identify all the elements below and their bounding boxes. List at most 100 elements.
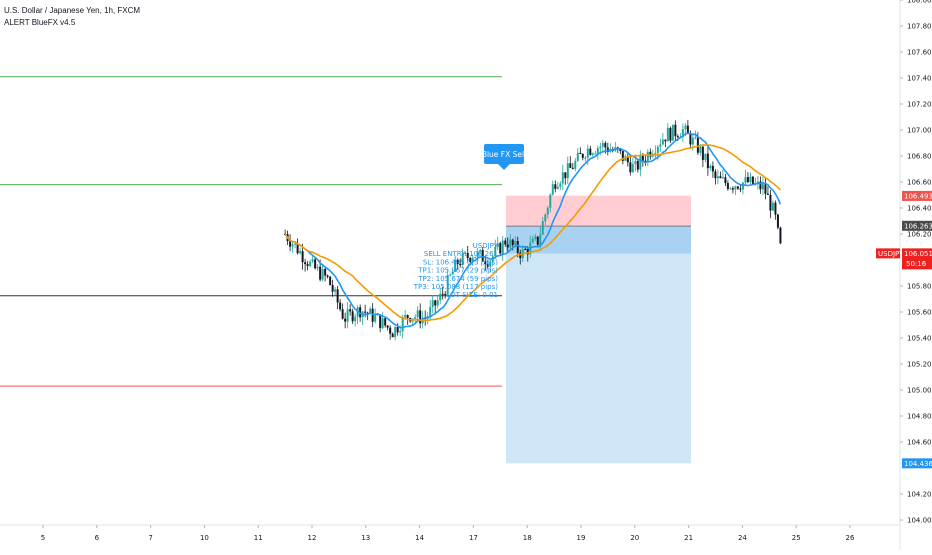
time-tick-label: 12	[308, 534, 317, 542]
candle-body	[644, 160, 647, 162]
candle-body	[289, 241, 292, 247]
candle-body	[434, 300, 437, 306]
candle-body	[386, 325, 389, 328]
candle-body	[746, 177, 749, 183]
candle-body	[526, 249, 529, 255]
candle-body	[759, 181, 762, 190]
candle-body	[296, 243, 299, 254]
candle-body	[656, 146, 659, 153]
time-tick-label: 5	[41, 534, 45, 542]
candle-body	[769, 194, 772, 211]
candle-body	[336, 289, 339, 303]
candle-body	[319, 266, 322, 280]
candle-body	[404, 315, 407, 318]
time-tick-label: 14	[415, 534, 424, 542]
candle-body	[686, 125, 689, 134]
candle-body	[576, 152, 579, 161]
price-tick-label: 104.800	[907, 413, 932, 421]
candle-body	[589, 148, 592, 155]
indicator-title[interactable]: ALERT BlueFX v4.5	[4, 18, 76, 27]
candle-body	[749, 176, 752, 183]
price-tick-label: 105.200	[907, 361, 932, 369]
candle-body	[314, 259, 317, 269]
price-badge-label: 104.436	[904, 460, 932, 468]
time-tick-label: 24	[738, 534, 747, 542]
candle-body	[734, 186, 737, 190]
candle-body	[479, 250, 482, 252]
candle-body	[444, 293, 447, 295]
signal-label-text: Blue FX Sell	[482, 150, 526, 159]
time-tick-label: 19	[577, 534, 586, 542]
candle-body	[626, 156, 629, 163]
candle-body	[721, 177, 724, 179]
candle-body	[729, 188, 732, 190]
signal-info-line: SL: 106.495 (23 pips)	[423, 258, 498, 266]
candle-body	[756, 181, 759, 183]
last-price-label: 106.051	[904, 250, 932, 258]
candle-body	[481, 250, 484, 262]
candle-body	[431, 300, 434, 307]
candle-body	[456, 259, 459, 265]
candle-body	[489, 261, 492, 267]
candle-body	[566, 163, 569, 179]
candle-body	[406, 315, 409, 319]
candle-body	[294, 243, 297, 245]
candle-body	[494, 247, 497, 257]
stop-loss-zone[interactable]	[506, 195, 691, 227]
candle-body	[309, 261, 312, 267]
candle-body	[699, 146, 702, 153]
candle-body	[351, 311, 354, 322]
time-tick-label: 10	[200, 534, 209, 542]
price-tick-label: 105.800	[907, 283, 932, 291]
time-tick-label: 18	[523, 534, 532, 542]
candle-body	[771, 202, 774, 211]
price-tick-label: 104.600	[907, 439, 932, 447]
symbol-tag	[876, 248, 900, 259]
candle-body	[766, 193, 769, 195]
candle-body	[516, 241, 519, 253]
time-tick-label: 7	[148, 534, 152, 542]
candle-body	[669, 127, 672, 141]
candle-body	[344, 318, 347, 322]
candle-body	[436, 300, 439, 306]
price-tick-label: 106.800	[907, 153, 932, 161]
last-price-badge	[902, 248, 932, 270]
candle-body	[324, 269, 327, 276]
signal-label-box[interactable]	[484, 144, 524, 164]
candle-body	[661, 139, 664, 145]
candle-body	[331, 285, 334, 292]
candle-body	[449, 274, 452, 276]
candle-body	[364, 311, 367, 313]
time-tick-label: 25	[792, 534, 801, 542]
candle-body	[389, 327, 392, 334]
candle-body	[584, 157, 587, 159]
candle-body	[774, 202, 777, 215]
signal-info-line: TP3: 105.088 (117 pips)	[413, 283, 499, 291]
candle-body	[501, 240, 504, 254]
candle-body	[726, 183, 729, 189]
symbol-title[interactable]: U.S. Dollar / Japanese Yen, 1h, FXCM	[4, 6, 141, 15]
candle-body	[346, 309, 349, 322]
signal-info-line: SELL ENTRY: 106.261	[424, 250, 498, 258]
candle-body	[714, 171, 717, 179]
candle-body	[471, 257, 474, 262]
candle-body	[556, 186, 559, 189]
candle-body	[579, 152, 582, 155]
candle-body	[621, 151, 624, 161]
candle-body	[671, 124, 674, 141]
candle-body	[571, 167, 574, 169]
candle-body	[724, 177, 727, 184]
price-tick-label: 106.200	[907, 231, 932, 239]
candle-body	[564, 172, 567, 179]
candle-body	[674, 124, 677, 137]
candle-body	[506, 244, 509, 248]
candle-body	[509, 239, 512, 248]
candle-body	[559, 183, 562, 187]
take-profit-zone[interactable]	[506, 226, 691, 464]
candle-body	[451, 271, 454, 275]
candle-body	[399, 331, 402, 333]
candle-body	[354, 316, 357, 322]
candle-body	[446, 274, 449, 295]
